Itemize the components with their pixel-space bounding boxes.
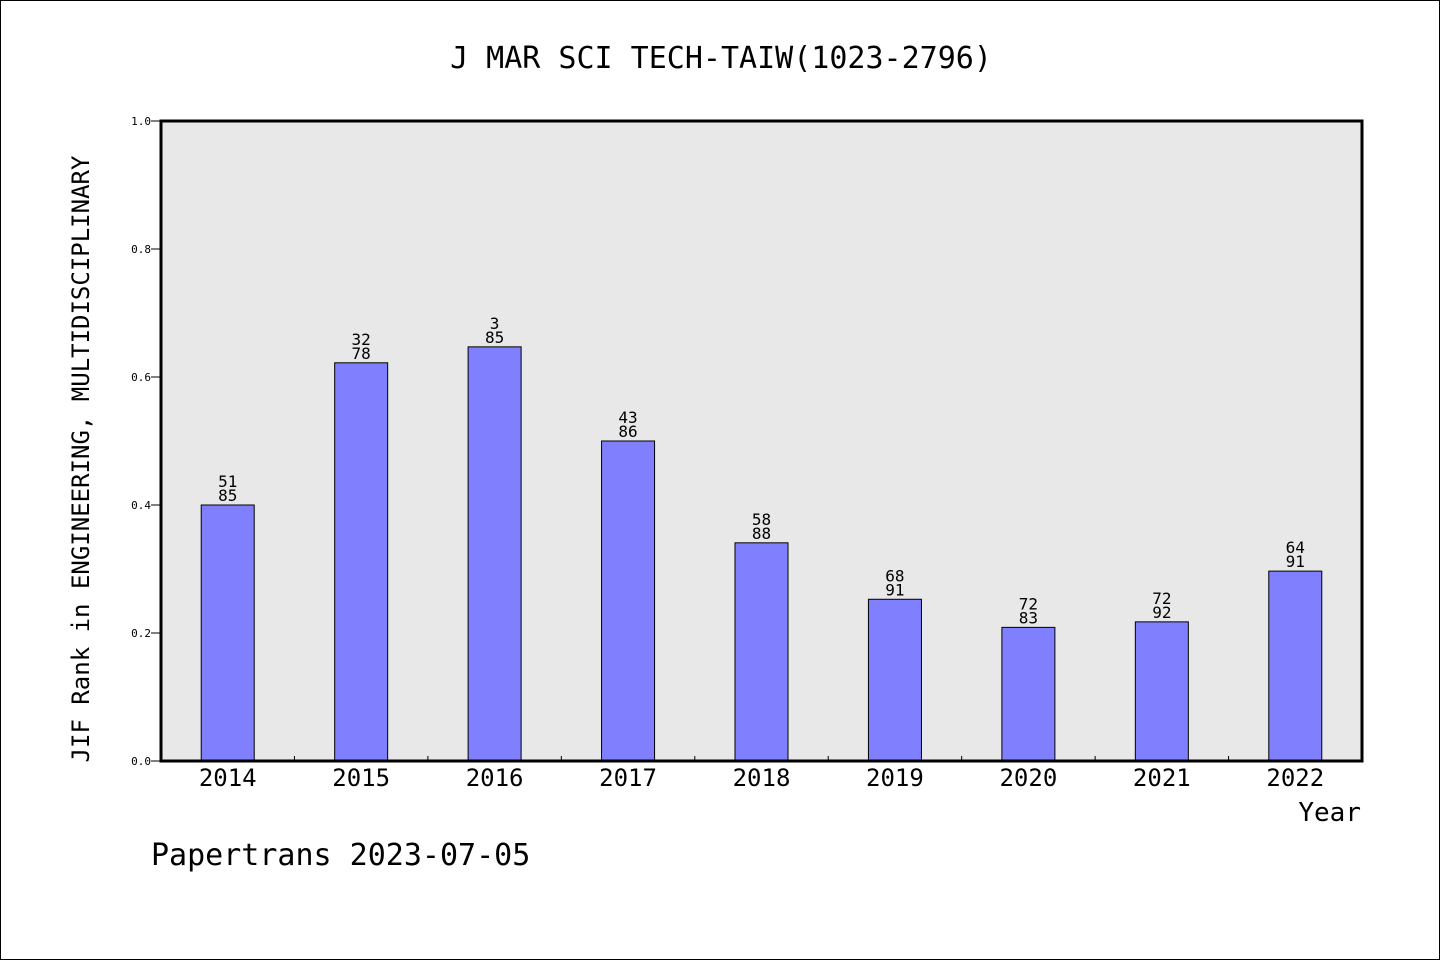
y-tick-label-0.4: 0.4 (131, 499, 151, 512)
bar-2017 (601, 440, 656, 762)
chart-title: J MAR SCI TECH-TAIW(1023-2796) (450, 41, 992, 76)
bar-label-total-2020: 83 (1019, 608, 1038, 627)
bar-label-total-2017: 86 (618, 422, 637, 441)
x-tick-label-2019: 2019 (866, 764, 924, 792)
bar-2022 (1268, 570, 1323, 762)
y-tick-label-1.0: 1.0 (131, 115, 151, 128)
x-tick-label-2021: 2021 (1133, 764, 1191, 792)
x-tick-label-2015: 2015 (332, 764, 390, 792)
bar-label-rank-2021: 72 (1152, 589, 1171, 608)
bar-label-total-2022: 91 (1286, 552, 1305, 571)
bar-2021 (1134, 621, 1189, 762)
bar-label-total-2019: 91 (885, 580, 904, 599)
bar-label-total-2018: 88 (752, 524, 771, 543)
bars-layer (200, 346, 1323, 762)
bar-2016 (467, 346, 522, 762)
bar-2018 (734, 542, 789, 762)
x-tick-label-2014: 2014 (199, 764, 257, 792)
x-axis: 2014 2015 2016 2017 2018 2019 2020 2021 2022 (199, 756, 1324, 792)
bar-2019 (867, 598, 922, 762)
bar-label-rank-2015: 32 (352, 330, 371, 349)
bar-label-rank-2020: 72 (1019, 594, 1038, 613)
bar-label-rank-2018: 58 (752, 510, 771, 529)
y-axis-label: JIF Rank in ENGINEERING, MULTIDISCIPLINA… (67, 155, 95, 762)
y-axis: 0.0 0.2 0.4 0.6 0.8 1.0 (131, 115, 161, 768)
bar-label-rank-2016: 3 (490, 314, 500, 333)
bar-label-rank-2019: 68 (885, 566, 904, 585)
bar-label-rank-2022: 64 (1286, 538, 1305, 557)
y-tick-label-0.6: 0.6 (131, 371, 151, 384)
y-tick-label-0.8: 0.8 (131, 243, 151, 256)
bar-label-rank-2014: 51 (218, 472, 237, 491)
bar-label-rank-2017: 43 (618, 408, 637, 427)
bar-2020 (1001, 626, 1056, 762)
bar-label-total-2021: 92 (1152, 603, 1171, 622)
x-tick-label-2018: 2018 (733, 764, 791, 792)
x-tick-label-2022: 2022 (1266, 764, 1324, 792)
x-tick-label-2016: 2016 (466, 764, 524, 792)
plot-frame (159, 119, 1364, 763)
y-tick-label-0.0: 0.0 (131, 755, 151, 768)
y-tick-label-0.2: 0.2 (131, 627, 151, 640)
bar-label-total-2014: 85 (218, 486, 237, 505)
bar-label-total-2016: 85 (485, 328, 504, 347)
footer-credit: Papertrans 2023-07-05 (151, 838, 530, 873)
bar-2015 (334, 362, 389, 762)
bar-label-total-2015: 78 (352, 344, 371, 363)
x-tick-label-2020: 2020 (999, 764, 1057, 792)
bar-2014 (200, 504, 255, 762)
x-axis-label: Year (1298, 798, 1361, 828)
x-tick-label-2017: 2017 (599, 764, 657, 792)
